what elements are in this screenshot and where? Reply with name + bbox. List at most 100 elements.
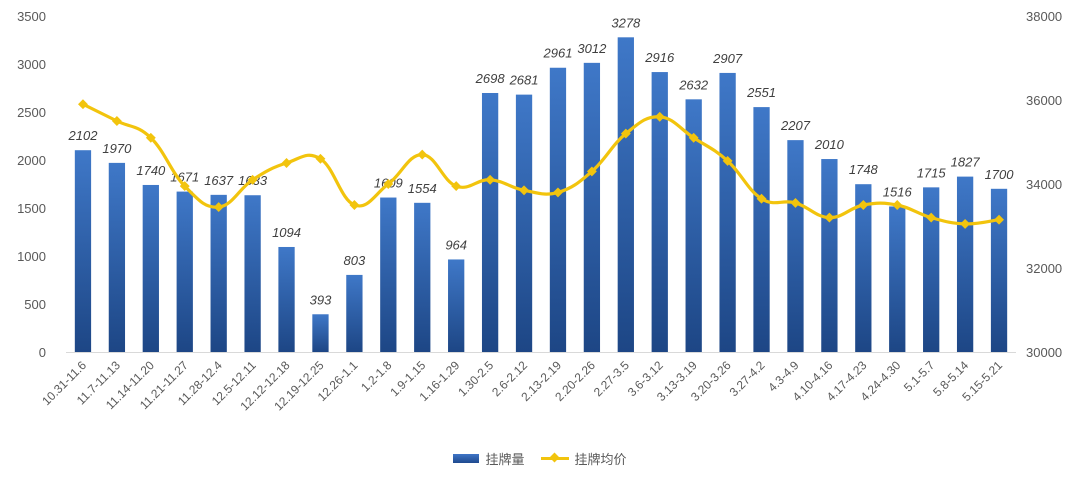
bar[interactable]: [176, 191, 193, 352]
bar[interactable]: [142, 184, 159, 352]
bar[interactable]: [889, 206, 906, 352]
bar[interactable]: [821, 159, 838, 352]
bar[interactable]: [312, 314, 329, 352]
bar-data-label: 1671: [170, 170, 199, 185]
legend-item-line[interactable]: 挂牌均价: [540, 449, 627, 468]
bar[interactable]: [956, 176, 974, 352]
bar[interactable]: [346, 274, 363, 352]
bar[interactable]: [583, 62, 601, 353]
bar[interactable]: [74, 150, 92, 352]
bar[interactable]: [278, 246, 295, 352]
line-point[interactable]: [960, 218, 971, 229]
line-series: [78, 99, 1004, 229]
line-point[interactable]: [654, 111, 665, 122]
line-point[interactable]: [519, 185, 529, 196]
line-point[interactable]: [620, 128, 631, 139]
bar-data-label: 1637: [204, 173, 234, 188]
y-right-tick-label: 30000: [1026, 345, 1062, 360]
legend-bar-swatch: [453, 453, 480, 463]
bar[interactable]: [787, 140, 804, 352]
line-point[interactable]: [78, 99, 88, 110]
y-left-tick-label: 1500: [17, 201, 46, 216]
bar-data-label: 393: [310, 292, 332, 307]
bar[interactable]: [481, 92, 499, 352]
line-point[interactable]: [485, 174, 496, 185]
bar[interactable]: [108, 162, 126, 352]
y-axis-right: 30000 32000 34000 36000 38000: [1026, 9, 1062, 360]
bar[interactable]: [380, 197, 397, 352]
bar-data-label: 2961: [543, 46, 573, 61]
y-axis-left: 0 500 1000 1500 2000 2500 3000 3500: [17, 9, 46, 360]
bar-data-label: 1700: [985, 167, 1015, 182]
bar-data-label: 3278: [611, 15, 641, 30]
bar-data-label: 1970: [102, 141, 132, 156]
legend-line-label: 挂牌均价: [574, 451, 627, 467]
bar[interactable]: [651, 72, 668, 353]
line-point[interactable]: [892, 200, 903, 210]
y-left-tick-label: 3000: [17, 57, 46, 72]
bar-data-label: 2698: [475, 71, 506, 86]
line-point[interactable]: [349, 200, 360, 210]
bar[interactable]: [448, 259, 465, 352]
bar-series: [74, 37, 1008, 353]
x-tick-label: 3.27-4.2: [727, 358, 768, 399]
bar-data-label: 1715: [917, 165, 947, 180]
legend: 挂牌量 挂牌均价: [0, 448, 1080, 468]
legend-item-bar[interactable]: 挂牌量: [453, 449, 525, 468]
bar-data-label: 3012: [577, 41, 607, 56]
y-left-tick-label: 2500: [17, 105, 46, 120]
y-left-tick-label: 0: [39, 345, 46, 360]
line-point[interactable]: [383, 179, 394, 189]
line-point[interactable]: [688, 132, 699, 143]
bar[interactable]: [990, 188, 1008, 352]
bar-data-label: 2681: [509, 73, 539, 88]
bar-data-label: 1827: [951, 155, 981, 170]
bar-data-label: 2207: [780, 118, 811, 133]
bar[interactable]: [414, 202, 431, 352]
bar[interactable]: [549, 67, 567, 352]
bar-data-label: 2010: [814, 137, 845, 152]
y-right-tick-label: 36000: [1026, 93, 1062, 108]
line-point[interactable]: [994, 214, 1004, 225]
line-point[interactable]: [213, 202, 224, 213]
line-point[interactable]: [315, 153, 326, 164]
bar[interactable]: [719, 72, 736, 352]
y-right-tick-label: 32000: [1026, 261, 1062, 276]
y-left-tick-label: 3500: [17, 9, 46, 24]
bar[interactable]: [923, 187, 940, 352]
bar[interactable]: [617, 37, 634, 352]
line-point[interactable]: [281, 158, 292, 168]
line-point[interactable]: [926, 212, 937, 223]
bar[interactable]: [685, 99, 702, 352]
bar-data-label: 1740: [136, 163, 166, 178]
line-point[interactable]: [858, 200, 869, 210]
bar[interactable]: [515, 94, 533, 353]
x-tick-label: 2.27-3.5: [591, 358, 632, 399]
line-path: [82, 102, 1000, 226]
bar[interactable]: [210, 194, 227, 352]
line-point[interactable]: [586, 166, 597, 177]
line-point[interactable]: [417, 149, 428, 160]
line-point[interactable]: [451, 181, 462, 192]
line-point[interactable]: [179, 181, 190, 192]
bar-data-label: 1094: [272, 225, 301, 240]
y-right-tick-label: 34000: [1026, 177, 1062, 192]
line-point[interactable]: [722, 155, 733, 166]
bar-data-label: 964: [445, 237, 467, 252]
line-point[interactable]: [553, 187, 563, 198]
legend-bar-label: 挂牌量: [485, 451, 525, 467]
bar[interactable]: [244, 195, 261, 352]
bar[interactable]: [855, 184, 872, 352]
bar[interactable]: [753, 107, 770, 352]
line-point[interactable]: [247, 174, 258, 185]
bar-data-label: 2102: [68, 128, 99, 143]
bar-data-label: 2916: [644, 50, 675, 65]
line-point[interactable]: [790, 197, 801, 208]
y-left-tick-label: 1000: [17, 249, 46, 264]
line-point[interactable]: [824, 212, 835, 223]
line-point[interactable]: [756, 193, 767, 204]
x-axis: 10.31-11.611.7-11.1311.14-11.2011.21-11.…: [39, 358, 1005, 413]
line-point[interactable]: [111, 116, 122, 126]
line-point[interactable]: [145, 132, 156, 143]
